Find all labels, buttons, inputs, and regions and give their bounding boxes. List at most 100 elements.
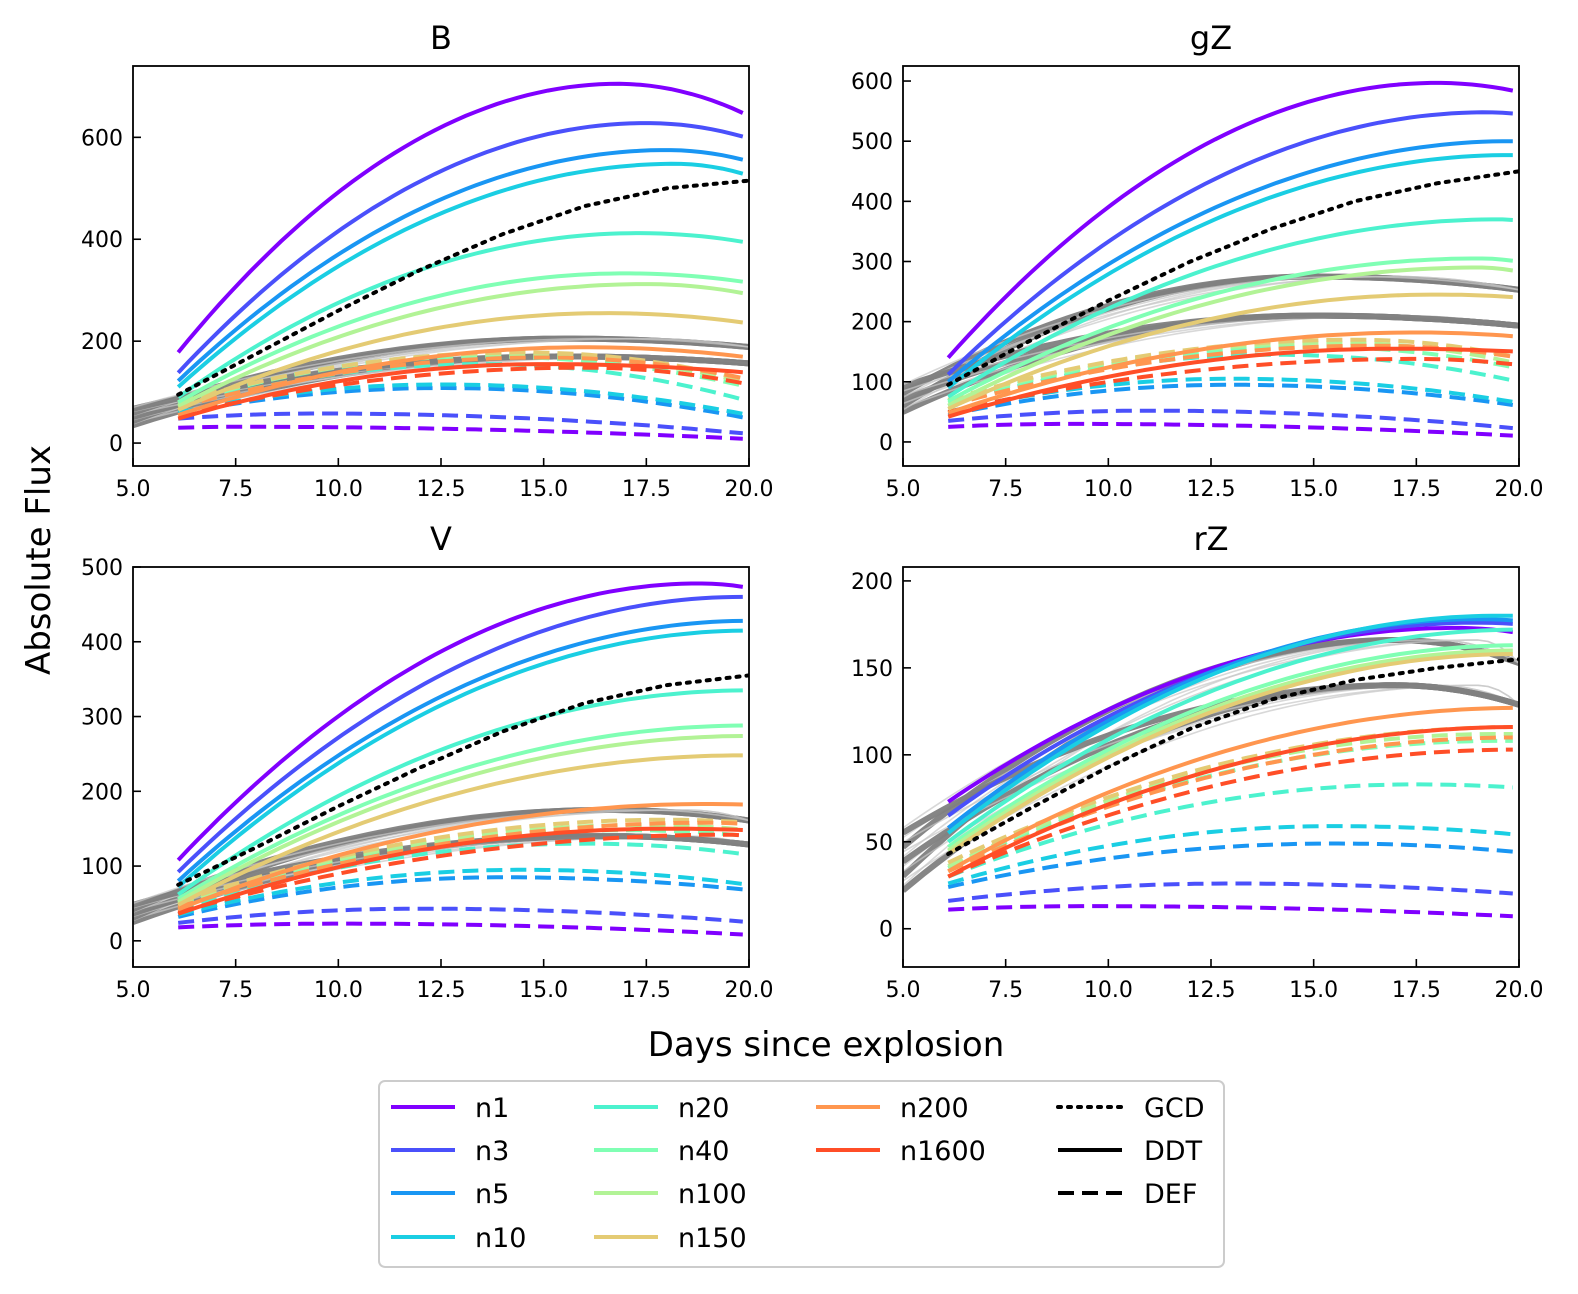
x-tick-label: 12.5 — [1187, 477, 1236, 502]
ddt-line-n1600 — [177, 362, 743, 421]
ddt-line-n150 — [947, 652, 1513, 856]
panel-title: rZ — [1193, 520, 1228, 558]
ddt-line-n40 — [947, 256, 1514, 403]
y-tick-label: 100 — [851, 371, 893, 396]
legend-label-n5: n5 — [475, 1179, 509, 1210]
y-tick-label: 600 — [81, 126, 123, 151]
panel-title: V — [430, 520, 452, 558]
panel-rZ: 5.0 7.5 10.0 12.5 15.0 17.5 20.0 0 50 100 150 200 rZ — [851, 520, 1543, 1003]
y-tick-label: 50 — [865, 831, 893, 856]
ddt-line-n40 — [177, 723, 743, 901]
ddt-line-n150 — [177, 753, 743, 907]
def-line-n3 — [178, 411, 743, 436]
x-tick-label: 7.5 — [218, 477, 253, 502]
panel-gZ: 5.0 7.5 10.0 12.5 15.0 17.5 20.0 0 100 200 300 400 5… — [851, 19, 1543, 502]
ddt-line-n10 — [946, 613, 1513, 835]
x-tick-label: 5.0 — [886, 978, 921, 1003]
legend-label-n3: n3 — [475, 1136, 509, 1167]
legend-label-GCD: GCD — [1144, 1093, 1205, 1124]
y-tick-label: 100 — [81, 855, 123, 880]
x-tick-label: 15.0 — [1289, 978, 1338, 1003]
def-line-n1 — [178, 921, 743, 937]
x-tick-label: 17.5 — [622, 477, 671, 502]
ddt-line-n150 — [947, 292, 1513, 411]
x-tick-label: 10.0 — [1084, 477, 1133, 502]
ddt-line-n40 — [177, 271, 744, 405]
x-tick-label: 20.0 — [1495, 477, 1544, 502]
ddt-line-n3 — [946, 110, 1513, 377]
plot-area — [903, 80, 1519, 438]
def-line-n200 — [177, 355, 744, 410]
legend-label-n200: n200 — [900, 1093, 969, 1124]
def-line-n1600 — [177, 832, 743, 915]
legend-label-n100: n100 — [678, 1179, 747, 1210]
ddt-line-n1600 — [947, 346, 1513, 419]
x-tick-label: 15.0 — [519, 978, 568, 1003]
plot-area — [133, 581, 749, 937]
ddt-line-n100 — [947, 265, 1514, 408]
ddt-line-n100 — [177, 734, 743, 904]
y-tick-label: 0 — [109, 930, 123, 955]
background-model-line — [903, 275, 1519, 390]
ddt-line-n1 — [946, 80, 1514, 360]
x-tick-label: 7.5 — [218, 978, 253, 1003]
ddt-line-n10 — [176, 161, 744, 389]
gcd-line — [176, 673, 749, 887]
ddt-line-n20 — [947, 627, 1513, 844]
def-line-n3 — [947, 881, 1513, 903]
def-line-n10 — [177, 867, 744, 917]
ddt-line-n5 — [946, 139, 1513, 384]
y-tick-label: 400 — [81, 631, 123, 656]
ddt-line-n20 — [947, 217, 1513, 399]
ddt-line-n150 — [177, 311, 744, 412]
ddt-line-n3 — [176, 121, 744, 375]
x-tick-label: 10.0 — [1084, 978, 1133, 1003]
plot-area — [133, 81, 749, 441]
panel-title: B — [430, 19, 452, 57]
y-tick-label: 300 — [81, 706, 123, 731]
ddt-line-n20 — [177, 688, 743, 897]
x-tick-label: 15.0 — [519, 477, 568, 502]
x-tick-label: 10.0 — [314, 978, 363, 1003]
x-tick-label: 12.5 — [1187, 978, 1236, 1003]
y-tick-label: 400 — [851, 190, 893, 215]
legend-label-DEF: DEF — [1144, 1179, 1197, 1210]
x-tick-label: 17.5 — [1392, 477, 1441, 502]
ddt-line-n1 — [947, 625, 1514, 804]
def-line-n1 — [948, 421, 1513, 438]
ddt-line-n100 — [947, 648, 1513, 853]
x-tick-label: 17.5 — [622, 978, 671, 1003]
def-line-n200 — [177, 820, 743, 910]
y-tick-label: 500 — [81, 556, 123, 581]
ddt-line-n1 — [176, 81, 744, 354]
y-tick-label: 200 — [851, 311, 893, 336]
ddt-line-n20 — [177, 231, 744, 399]
def-line-n3 — [177, 906, 743, 925]
def-line-n1 — [178, 424, 743, 441]
def-line-n20 — [947, 782, 1513, 879]
y-tick-label: 300 — [851, 250, 893, 275]
legend-label-n1600: n1600 — [900, 1136, 986, 1167]
y-tick-label: 200 — [81, 780, 123, 805]
def-line-n1600 — [947, 747, 1513, 879]
x-tick-label: 5.0 — [886, 477, 921, 502]
x-tick-label: 20.0 — [725, 477, 774, 502]
y-tick-label: 0 — [879, 431, 893, 456]
legend: n1 n3 n5 n10 n20 n40 n100 n150 n200 n1600 GCD DDT DE… — [378, 1080, 1225, 1268]
ddt-line-n200 — [177, 345, 744, 417]
legend-label-DDT: DDT — [1144, 1136, 1203, 1167]
background-model-line — [133, 335, 749, 416]
y-tick-label: 200 — [81, 330, 123, 355]
x-axis-label: Days since explosion — [648, 1025, 1005, 1065]
y-tick-label: 600 — [851, 70, 893, 95]
panel-title: gZ — [1190, 19, 1232, 57]
x-tick-label: 5.0 — [116, 978, 151, 1003]
x-tick-label: 12.5 — [417, 978, 466, 1003]
ddt-line-n100 — [177, 282, 744, 409]
y-tick-label: 200 — [851, 570, 893, 595]
ddt-line-n1 — [176, 581, 744, 862]
legend-label-n1: n1 — [475, 1093, 509, 1124]
ddt-line-n3 — [176, 594, 743, 874]
x-tick-label: 10.0 — [314, 477, 363, 502]
